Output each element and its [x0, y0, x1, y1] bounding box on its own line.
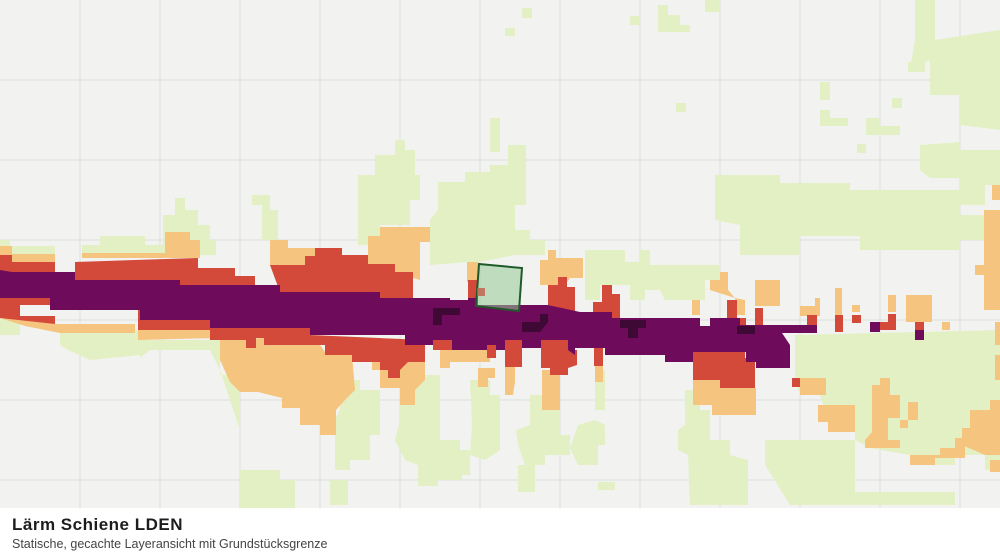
noise-zone-very-high	[0, 270, 924, 368]
noise-zone-medium	[0, 185, 1000, 472]
map-title: Lärm Schiene LDEN	[12, 515, 183, 534]
parcel-boundary[interactable]	[474, 262, 524, 313]
parcel-noise-cell	[477, 288, 485, 296]
noise-zone-extreme	[433, 308, 755, 338]
caption-bar: Lärm Schiene LDEN Statische, gecachte La…	[0, 508, 1000, 560]
map-subtitle: Statische, gecachte Layeransicht mit Gru…	[12, 537, 328, 551]
parcel-polygon[interactable]	[474, 262, 524, 313]
